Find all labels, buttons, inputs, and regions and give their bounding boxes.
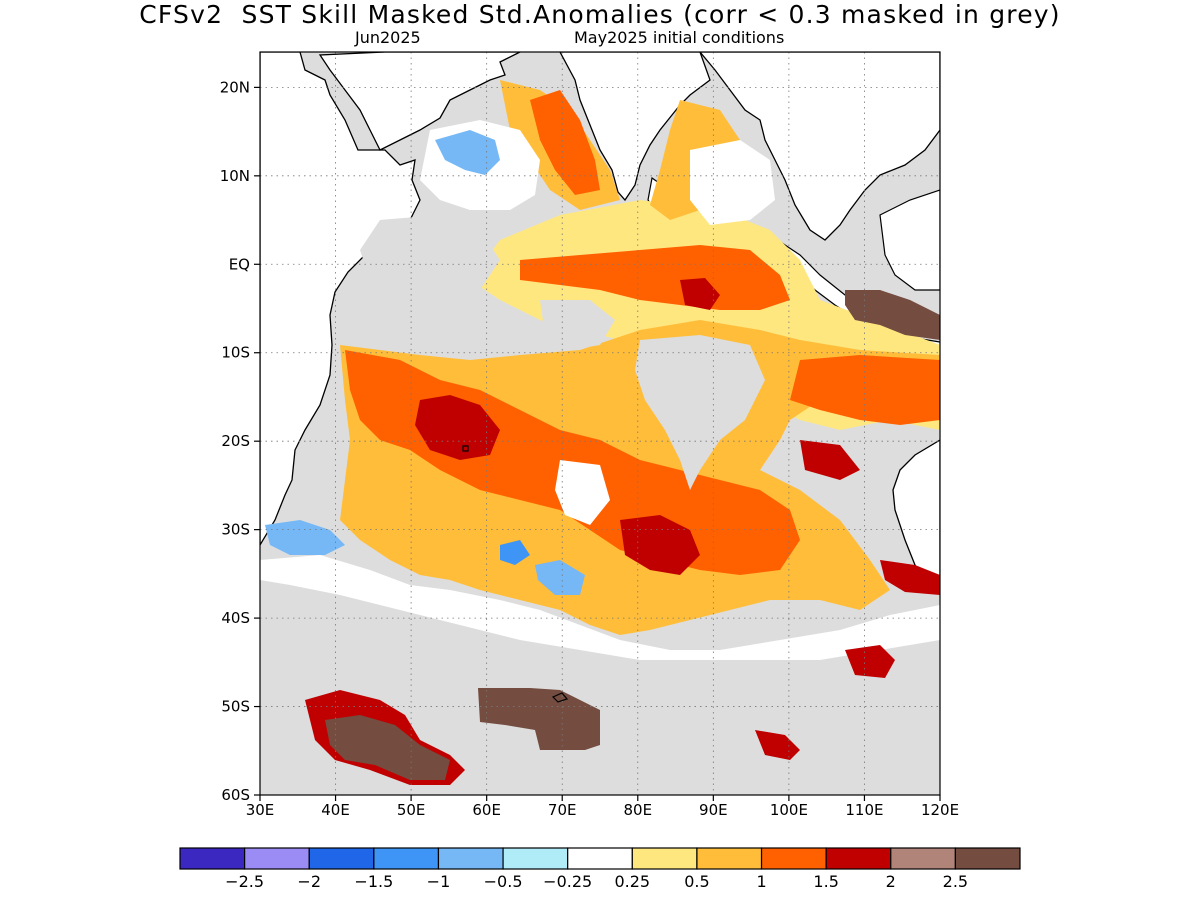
masked-region-eq-central xyxy=(540,300,615,350)
colorbar-label: −0.25 xyxy=(543,872,592,891)
colorbar-label: 1 xyxy=(756,872,766,891)
anomaly-region-red xyxy=(415,395,500,460)
lon-tick-label: 110E xyxy=(845,801,883,819)
map-field xyxy=(260,52,940,795)
lon-tick-label: 50E xyxy=(397,801,426,819)
colorbar-swatch xyxy=(567,847,633,870)
borneo-land xyxy=(879,189,940,291)
lat-tick-label: 60S xyxy=(221,786,250,804)
colorbar-label: −0.5 xyxy=(484,872,523,891)
lat-tick-label: 10S xyxy=(221,344,250,362)
colorbar-swatch xyxy=(760,847,827,870)
negative-region-arabian-sea xyxy=(435,130,500,175)
mauritius-island xyxy=(462,445,469,452)
anomaly-region-darkorange-east xyxy=(790,355,940,425)
lat-tick-label: EQ xyxy=(229,255,250,273)
lat-tick-label: 20N xyxy=(220,78,250,96)
colorbar-label: 0.5 xyxy=(684,872,709,891)
masked-region-western xyxy=(360,215,500,300)
colorbar-label: 2 xyxy=(886,872,896,891)
lon-tick-label: 30E xyxy=(246,801,275,819)
lon-tick-label: 40E xyxy=(321,801,350,819)
neutral-region-south xyxy=(260,555,940,665)
gridlines xyxy=(260,52,940,795)
lat-tick-label: 40S xyxy=(221,609,250,627)
negative-region-central-2 xyxy=(535,560,585,595)
initial-conditions-label: May2025 initial conditions xyxy=(574,28,785,47)
neutral-region-central xyxy=(555,460,610,525)
chart-title: CFSv2 SST Skill Masked Std.Anomalies (co… xyxy=(139,0,1061,29)
colorbar-swatch xyxy=(825,847,892,870)
lon-tick-label: 60E xyxy=(472,801,501,819)
negative-region-central-1 xyxy=(500,540,530,565)
colorbar: −2.5 −2 −1.5 −1 −0.5 −0.25 0.25 0.5 1 1.5 2 2.5 xyxy=(179,847,1021,891)
anomaly-region-darkorange-north xyxy=(530,90,600,195)
map-frame xyxy=(259,51,941,796)
colorbar-swatch xyxy=(631,847,698,870)
kerguelen-island xyxy=(551,692,569,703)
colorbar-swatch xyxy=(373,847,440,870)
colorbar-swatch xyxy=(696,847,763,870)
indochina-land xyxy=(699,52,940,241)
anomaly-region-darkorange-eq xyxy=(520,245,790,310)
extreme-region-east xyxy=(845,290,940,340)
lat-tick-label: 50S xyxy=(221,698,250,716)
colorbar-label: 2.5 xyxy=(943,872,968,891)
lon-tick-label: 100E xyxy=(770,801,808,819)
lon-tick-label: 70E xyxy=(548,801,577,819)
negative-region-southwest xyxy=(265,520,345,555)
extreme-region-southwest-brown xyxy=(325,715,450,780)
colorbar-label: −2 xyxy=(297,872,321,891)
colorbar-swatch xyxy=(179,847,246,870)
colorbar-label: −1.5 xyxy=(354,872,393,891)
extreme-region-south-east2 xyxy=(845,645,895,678)
anomaly-region-red-3 xyxy=(680,278,720,310)
lon-tick-label: 90E xyxy=(699,801,728,819)
anomaly-region-red-4 xyxy=(800,440,860,480)
lat-tick-label: 10N xyxy=(220,167,250,185)
colorbar-swatch xyxy=(890,847,956,870)
neutral-region-bay xyxy=(690,140,775,225)
colorbar-label: 0.25 xyxy=(614,872,650,891)
india-land xyxy=(559,52,711,202)
extreme-region-southeast xyxy=(755,730,800,760)
latitude-axis: 20N 10N EQ 10S 20S 30S 40S 50S 60S xyxy=(220,78,260,804)
lat-tick-label: 20S xyxy=(221,432,250,450)
forecast-month: Jun2025 xyxy=(355,28,421,47)
colorbar-swatch xyxy=(244,847,310,870)
lat-tick-label: 30S xyxy=(221,521,250,539)
lon-tick-label: 80E xyxy=(623,801,652,819)
extreme-region-south-central xyxy=(478,688,600,750)
colorbar-label: 1.5 xyxy=(813,872,838,891)
colorbar-swatch xyxy=(502,847,569,870)
colorbar-swatch xyxy=(437,847,504,870)
masked-region-central xyxy=(635,335,765,490)
colorbar-label: −1 xyxy=(427,872,451,891)
colorbar-label: −2.5 xyxy=(225,872,264,891)
colorbar-swatch xyxy=(954,847,1021,870)
arabia-land xyxy=(318,52,521,151)
lon-tick-label: 120E xyxy=(921,801,959,819)
longitude-axis: 30E 40E 50E 60E 70E 80E 90E 100E 110E 120E xyxy=(246,795,959,819)
anomaly-region-red-5 xyxy=(880,560,940,595)
colorbar-swatch xyxy=(308,847,375,870)
